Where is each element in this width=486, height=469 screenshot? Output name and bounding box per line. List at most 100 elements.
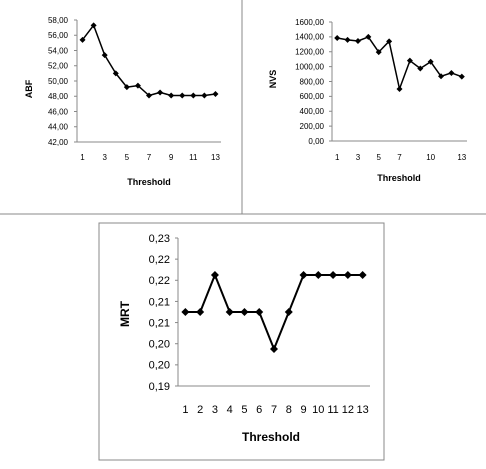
y-tick-label-abf: 54,00 (48, 46, 69, 55)
chart-abf: 42,00 44,00 46,00 48,00 50,00 52,00 54,00 56,00… (48, 16, 221, 162)
y-tick-label-nvs: 200,00 (300, 122, 325, 131)
data-point-abf (212, 90, 219, 97)
chart-mrt: 0,190,200,200,210,210,220,220,231 2 3 4 5 6 7 8… (149, 233, 370, 416)
x-tick-label-abf: 11 (189, 153, 198, 162)
chart-nvs: 0,00 200,00 400,00 600,00 800,00 1000,00 1200,… (295, 18, 467, 162)
series-line-abf (81, 24, 216, 97)
data-point-mrt (358, 271, 367, 279)
data-point-nvs (458, 73, 465, 80)
x-tick-label-nvs: 10 (426, 153, 435, 162)
x-tick-label-nvs: 7 (397, 153, 402, 162)
x-tick-label-mrt: 6 (256, 404, 262, 416)
x-tick-label-nvs: 3 (356, 153, 361, 162)
data-point-nvs (417, 65, 424, 72)
x-tick-label-mrt: 9 (300, 404, 306, 416)
data-point-nvs (386, 38, 393, 45)
xlabel-abf: Threshold (127, 177, 171, 187)
xlabel-nvs: Threshold (377, 173, 421, 183)
data-point-mrt (343, 271, 352, 279)
data-point-mrt (314, 271, 323, 279)
data-point-mrt (299, 271, 308, 279)
ylabel-abf: ABF (24, 79, 34, 98)
x-tick-label-nvs: 5 (377, 153, 382, 162)
data-point-nvs (448, 69, 455, 76)
y-tick-label-abf: 46,00 (48, 107, 69, 116)
x-tick-label-mrt: 3 (212, 404, 218, 416)
y-tick-label-nvs: 600,00 (300, 92, 325, 101)
data-point-mrt (196, 308, 205, 316)
y-tick-label-abf: 50,00 (48, 77, 69, 86)
x-tick-label-mrt: 1 (182, 404, 188, 416)
data-point-nvs (396, 85, 403, 92)
x-tick-label-mrt: 11 (327, 404, 338, 416)
data-point-nvs (438, 73, 445, 80)
data-point-abf (101, 52, 108, 59)
y-tick-label-abf: 52,00 (48, 62, 69, 71)
y-tick-label-abf: 56,00 (48, 31, 69, 40)
x-tick-label-mrt: 7 (271, 404, 277, 416)
data-point-mrt (210, 271, 219, 279)
y-tick-label-nvs: 1000,00 (295, 62, 324, 71)
x-tick-label-abf: 13 (211, 153, 220, 162)
data-point-nvs (334, 34, 341, 41)
y-tick-label-abf: 48,00 (48, 92, 69, 101)
x-tick-label-mrt: 13 (356, 404, 368, 416)
chart-frame-mrt (98, 222, 385, 461)
x-tick-label-nvs: 1 (335, 153, 340, 162)
ylabel-nvs: NVS (268, 70, 278, 89)
data-point-nvs (344, 36, 351, 43)
x-tick-label-mrt: 5 (241, 404, 247, 416)
data-point-nvs (427, 58, 434, 65)
data-point-abf (190, 92, 197, 99)
y-tick-label-nvs: 1400,00 (295, 33, 324, 42)
data-point-abf (112, 70, 119, 77)
data-point-mrt (240, 308, 249, 316)
y-tick-label-mrt: 0,21 (149, 296, 170, 308)
data-point-nvs (406, 57, 413, 64)
y-tick-label-nvs: 400,00 (300, 107, 325, 116)
x-tick-label-mrt: 8 (286, 404, 292, 416)
y-tick-label-nvs: 1200,00 (295, 48, 324, 57)
data-point-abf (168, 92, 175, 99)
data-point-abf (134, 82, 141, 89)
x-tick-label-abf: 3 (102, 153, 107, 162)
y-tick-label-mrt: 0,22 (149, 254, 170, 266)
data-point-abf (201, 92, 208, 99)
data-point-abf (90, 22, 97, 29)
x-tick-label-mrt: 2 (197, 404, 203, 416)
x-tick-label-abf: 9 (169, 153, 174, 162)
y-tick-label-mrt: 0,21 (149, 317, 170, 329)
data-point-abf (123, 84, 130, 91)
y-tick-label-nvs: 1600,00 (295, 18, 324, 27)
series-line-nvs (337, 36, 463, 90)
data-point-mrt (270, 345, 278, 353)
x-tick-label-abf: 7 (147, 153, 152, 162)
x-tick-label-abf: 1 (80, 153, 85, 162)
data-point-abf (146, 92, 152, 99)
x-tick-label-mrt: 12 (342, 404, 354, 416)
xlabel-mrt: Threshold (242, 430, 300, 444)
data-point-mrt (255, 308, 264, 316)
data-point-nvs (375, 49, 382, 56)
data-point-mrt (181, 308, 190, 316)
data-point-mrt (225, 308, 234, 316)
y-tick-label-nvs: 0,00 (308, 137, 324, 146)
y-tick-label-mrt: 0,19 (149, 381, 170, 393)
data-point-nvs (365, 33, 372, 40)
y-tick-label-mrt: 0,22 (149, 275, 170, 287)
y-tick-label-mrt: 0,20 (149, 360, 170, 372)
data-point-nvs (354, 37, 361, 44)
x-tick-label-nvs: 13 (457, 153, 466, 162)
data-point-mrt (329, 271, 338, 279)
y-tick-label-abf: 58,00 (48, 16, 69, 25)
y-tick-label-abf: 42,00 (48, 138, 69, 147)
x-tick-label-abf: 5 (125, 153, 130, 162)
x-tick-label-mrt: 4 (227, 404, 233, 416)
data-point-abf (79, 36, 86, 43)
ylabel-mrt: MRT (118, 300, 132, 327)
data-point-mrt (284, 308, 293, 316)
data-point-abf (157, 89, 164, 96)
y-tick-label-abf: 44,00 (48, 123, 69, 132)
y-tick-label-mrt: 0,23 (149, 233, 170, 245)
